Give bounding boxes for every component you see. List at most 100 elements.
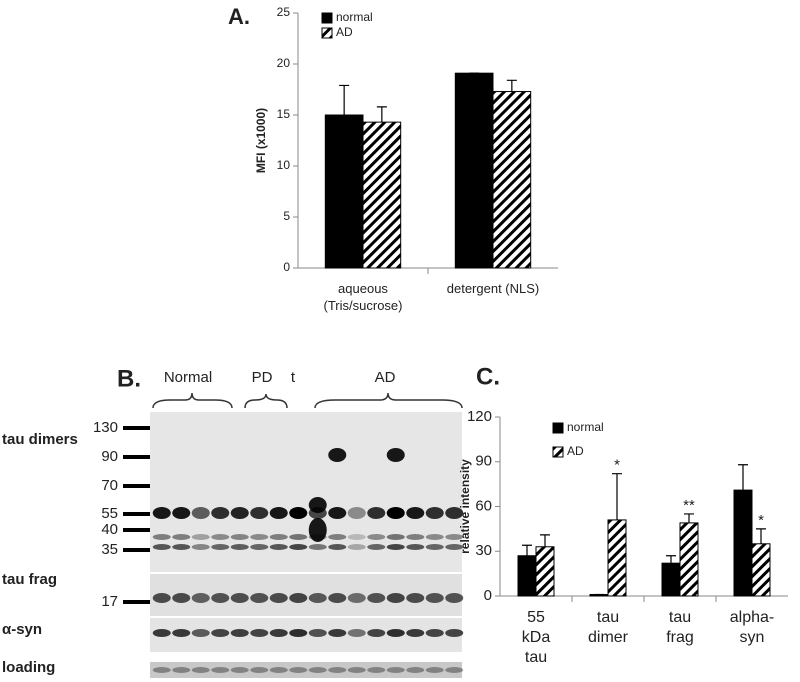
blot-band bbox=[289, 629, 308, 637]
bar bbox=[454, 72, 494, 269]
marker-label: 90 bbox=[101, 448, 118, 465]
blot-band bbox=[445, 544, 464, 550]
blot-band bbox=[269, 667, 288, 673]
panel-label: B. bbox=[117, 365, 141, 392]
blot-band bbox=[425, 544, 444, 550]
group-label: AD bbox=[375, 369, 396, 386]
x-tick-label: alpha-syn bbox=[730, 609, 774, 646]
blot-band bbox=[445, 534, 464, 540]
blot-band bbox=[425, 593, 444, 603]
blot-band bbox=[367, 534, 386, 540]
blot-band bbox=[152, 629, 171, 637]
y-tick-label: 60 bbox=[475, 497, 492, 514]
bar bbox=[492, 91, 532, 269]
y-axis-label: MFI (x1000) bbox=[254, 108, 268, 173]
error-bar bbox=[684, 513, 694, 523]
blot-band bbox=[230, 593, 249, 603]
blot-band bbox=[250, 534, 269, 540]
row-label: loading bbox=[2, 659, 55, 676]
legend-label: AD bbox=[336, 25, 353, 39]
blot-band bbox=[328, 507, 347, 519]
y-tick-label: 10 bbox=[277, 158, 291, 172]
blot-band bbox=[172, 534, 191, 540]
blot-band bbox=[191, 667, 210, 673]
blot-band bbox=[425, 507, 444, 519]
marker-label: 70 bbox=[101, 477, 118, 494]
error-bar bbox=[666, 555, 676, 564]
blot-band bbox=[406, 507, 425, 519]
blot-band bbox=[386, 667, 405, 673]
significance: ** bbox=[683, 497, 695, 514]
marker-label: 55 bbox=[101, 505, 118, 522]
blot-band bbox=[211, 507, 230, 519]
legend-label: normal bbox=[336, 10, 373, 24]
blot-band bbox=[172, 593, 191, 603]
x-tick-label: aqueous (Tris/sucrose) bbox=[324, 281, 403, 313]
blot-band bbox=[406, 629, 425, 637]
blot-band bbox=[250, 629, 269, 637]
blot-band bbox=[406, 667, 425, 673]
blot-band bbox=[308, 518, 327, 542]
blot-band bbox=[230, 534, 249, 540]
blot-band bbox=[230, 507, 249, 519]
blot-band bbox=[152, 667, 171, 673]
blot-band bbox=[152, 593, 171, 603]
blot-band bbox=[328, 544, 347, 550]
blot-band bbox=[289, 667, 308, 673]
bar bbox=[324, 114, 364, 269]
blot-band bbox=[386, 448, 405, 462]
blot-band bbox=[386, 629, 405, 637]
group-label: PD bbox=[252, 369, 273, 386]
x-tick-label: tau dimer bbox=[588, 609, 629, 646]
error-bar bbox=[522, 544, 532, 556]
y-tick-label: 5 bbox=[283, 209, 290, 223]
bar bbox=[607, 519, 627, 597]
blot-band bbox=[347, 507, 366, 519]
blot-band bbox=[406, 593, 425, 603]
y-tick-label: 25 bbox=[277, 5, 291, 19]
y-tick-label: 0 bbox=[484, 587, 492, 604]
blot-band bbox=[172, 507, 191, 519]
blot-band bbox=[191, 544, 210, 550]
group-brace bbox=[152, 392, 233, 409]
blot-band bbox=[367, 593, 386, 603]
marker-label: 17 bbox=[101, 593, 118, 610]
row-label: α-syn bbox=[2, 621, 42, 638]
blot-band bbox=[269, 629, 288, 637]
bar bbox=[362, 121, 402, 269]
blot-band bbox=[289, 507, 308, 519]
bar bbox=[751, 543, 771, 597]
blot-band bbox=[172, 544, 191, 550]
blot-band bbox=[211, 534, 230, 540]
blot-band bbox=[191, 507, 210, 519]
blot-band bbox=[269, 534, 288, 540]
y-axis-label: relative intensity bbox=[458, 459, 472, 554]
blot-band bbox=[250, 544, 269, 550]
bar bbox=[517, 555, 537, 597]
marker-label: 40 bbox=[101, 521, 118, 538]
blot-band bbox=[191, 534, 210, 540]
blot-band bbox=[289, 593, 308, 603]
blot-band bbox=[250, 667, 269, 673]
bar bbox=[733, 489, 753, 597]
blot-band bbox=[406, 544, 425, 550]
error-bar bbox=[339, 84, 350, 115]
blot-band bbox=[347, 629, 366, 637]
blot-band bbox=[425, 534, 444, 540]
blot-band bbox=[386, 544, 405, 550]
y-tick-label: 0 bbox=[283, 260, 290, 274]
blot-band bbox=[328, 593, 347, 603]
blot-band bbox=[328, 534, 347, 540]
x-tick-label: tau frag bbox=[666, 609, 694, 646]
group-label: Normal bbox=[164, 369, 212, 386]
blot-band bbox=[308, 629, 327, 637]
blot-band bbox=[445, 629, 464, 637]
bar bbox=[661, 562, 681, 597]
blot-band bbox=[308, 667, 327, 673]
marker-label: 130 bbox=[93, 419, 118, 436]
blot-band bbox=[308, 544, 327, 550]
blot-band bbox=[230, 629, 249, 637]
legend-swatch bbox=[552, 446, 564, 458]
blot-band bbox=[269, 593, 288, 603]
y-tick-label: 20 bbox=[277, 56, 291, 70]
